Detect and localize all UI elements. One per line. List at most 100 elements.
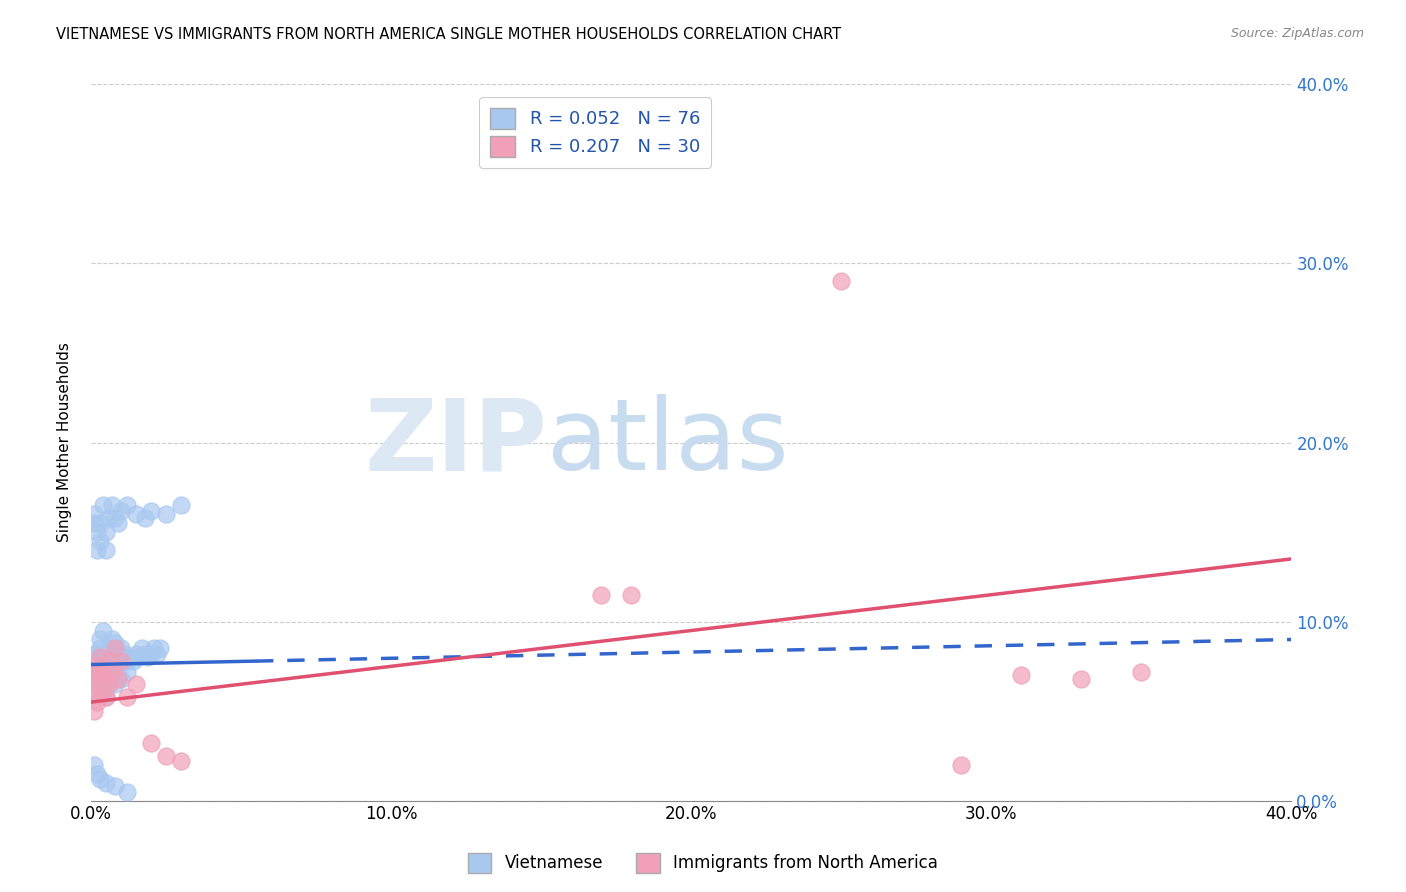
Point — [107, 668, 129, 682]
Point — [104, 654, 127, 668]
Point — [91, 654, 114, 668]
Point — [136, 650, 159, 665]
Point — [97, 677, 120, 691]
Point — [950, 757, 973, 772]
Point — [89, 650, 111, 665]
Point — [83, 507, 105, 521]
Point — [104, 677, 127, 691]
Point — [83, 686, 105, 700]
Point — [101, 650, 124, 665]
Point — [101, 665, 124, 679]
Point — [107, 516, 129, 530]
Point — [115, 654, 138, 668]
Point — [97, 510, 120, 524]
Point — [97, 654, 120, 668]
Point — [83, 516, 105, 530]
Point — [1130, 665, 1153, 679]
Point — [89, 632, 111, 647]
Point — [101, 632, 124, 647]
Point — [146, 647, 169, 661]
Point — [91, 498, 114, 512]
Point — [97, 654, 120, 668]
Point — [91, 665, 114, 679]
Point — [134, 510, 156, 524]
Point — [125, 647, 148, 661]
Point — [620, 588, 643, 602]
Point — [83, 704, 105, 718]
Point — [155, 507, 177, 521]
Point — [115, 785, 138, 799]
Point — [110, 503, 132, 517]
Point — [86, 665, 108, 679]
Point — [110, 654, 132, 668]
Point — [91, 647, 114, 661]
Point — [94, 524, 117, 539]
Point — [139, 503, 162, 517]
Point — [143, 641, 166, 656]
Point — [86, 659, 108, 673]
Point — [86, 659, 108, 673]
Point — [86, 677, 108, 691]
Point — [115, 665, 138, 679]
Point — [94, 775, 117, 789]
Point — [91, 624, 114, 638]
Point — [86, 524, 108, 539]
Point — [115, 498, 138, 512]
Point — [89, 657, 111, 672]
Point — [107, 672, 129, 686]
Point — [110, 654, 132, 668]
Legend: R = 0.052   N = 76, R = 0.207   N = 30: R = 0.052 N = 76, R = 0.207 N = 30 — [479, 97, 711, 168]
Point — [86, 543, 108, 558]
Point — [89, 772, 111, 786]
Point — [86, 686, 108, 700]
Text: atlas: atlas — [547, 394, 789, 491]
Point — [94, 672, 117, 686]
Point — [86, 695, 108, 709]
Point — [89, 534, 111, 549]
Point — [86, 672, 108, 686]
Point — [83, 668, 105, 682]
Legend: Vietnamese, Immigrants from North America: Vietnamese, Immigrants from North Americ… — [461, 847, 945, 880]
Point — [94, 543, 117, 558]
Point — [1010, 668, 1032, 682]
Point — [101, 498, 124, 512]
Point — [89, 516, 111, 530]
Point — [91, 686, 114, 700]
Point — [170, 498, 193, 512]
Point — [830, 274, 852, 288]
Point — [86, 650, 108, 665]
Point — [115, 690, 138, 704]
Point — [107, 647, 129, 661]
Point — [122, 654, 145, 668]
Text: Source: ZipAtlas.com: Source: ZipAtlas.com — [1230, 27, 1364, 40]
Point — [110, 672, 132, 686]
Point — [94, 690, 117, 704]
Text: VIETNAMESE VS IMMIGRANTS FROM NORTH AMERICA SINGLE MOTHER HOUSEHOLDS CORRELATION: VIETNAMESE VS IMMIGRANTS FROM NORTH AMER… — [56, 27, 841, 42]
Point — [97, 641, 120, 656]
Point — [118, 650, 141, 665]
Point — [591, 588, 613, 602]
Point — [125, 677, 148, 691]
Point — [139, 736, 162, 750]
Text: ZIP: ZIP — [364, 394, 547, 491]
Point — [155, 748, 177, 763]
Point — [91, 686, 114, 700]
Point — [125, 507, 148, 521]
Point — [128, 650, 150, 665]
Point — [86, 766, 108, 780]
Point — [83, 668, 105, 682]
Point — [94, 650, 117, 665]
Point — [91, 668, 114, 682]
Point — [110, 641, 132, 656]
Point — [104, 641, 127, 656]
Point — [104, 510, 127, 524]
Point — [94, 672, 117, 686]
Point — [89, 641, 111, 656]
Point — [83, 757, 105, 772]
Point — [104, 779, 127, 793]
Point — [83, 654, 105, 668]
Point — [134, 647, 156, 661]
Point — [94, 659, 117, 673]
Point — [97, 677, 120, 691]
Point — [112, 647, 135, 661]
